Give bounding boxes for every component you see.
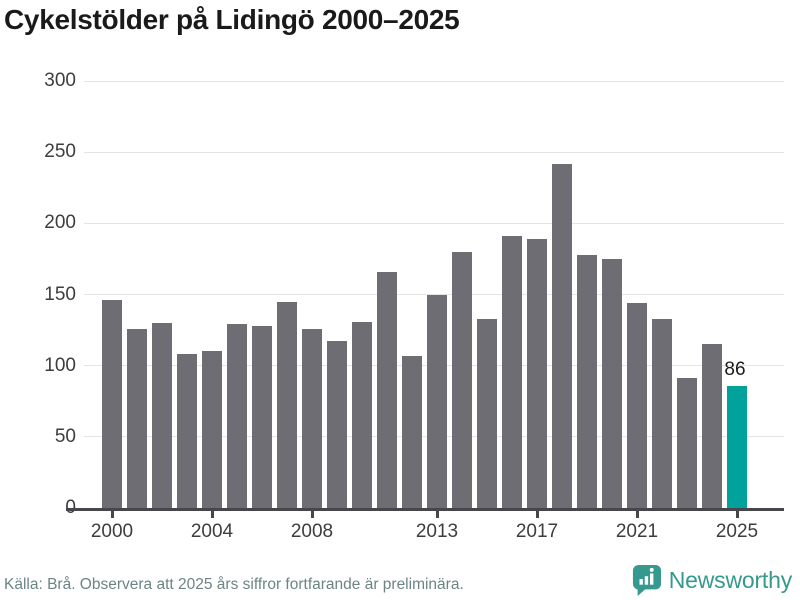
- bar-2007: [277, 301, 297, 508]
- bar-2015: [477, 318, 497, 508]
- bar-2005: [227, 324, 247, 508]
- x-tick-2013: [435, 511, 439, 518]
- bar-2020: [602, 258, 622, 508]
- x-tick-2017: [535, 511, 539, 518]
- bar-2006: [252, 325, 272, 508]
- bar-2024: [702, 344, 722, 508]
- gridline-y-250: [84, 151, 784, 153]
- x-tick-2000: [110, 511, 114, 518]
- bar-2003: [177, 354, 197, 508]
- x-axis-label-2025: 2025: [715, 521, 759, 542]
- chart-title: Cykelstölder på Lidingö 2000–2025: [4, 4, 460, 35]
- y-axis-label-200: 200: [44, 212, 76, 234]
- bar-2023: [677, 378, 697, 508]
- y-axis-label-100: 100: [44, 354, 76, 376]
- bar-chart: 0 50 100 150 200 250 300 2000 2004 2008 2013 2017 20…: [24, 70, 784, 542]
- x-tick-2025: [735, 511, 739, 518]
- bar-2012: [402, 355, 422, 508]
- bar-2021: [627, 303, 647, 508]
- y-axis-label-0: 0: [24, 497, 76, 519]
- newsworthy-logo: Newsworthy: [632, 564, 792, 596]
- bar-2013: [427, 294, 447, 508]
- x-axis-label-2021: 2021: [615, 521, 659, 542]
- bar-2022: [652, 318, 672, 508]
- bar-2010: [352, 321, 372, 508]
- bar-2004: [202, 351, 222, 508]
- x-axis-label-2017: 2017: [515, 521, 559, 542]
- bar-2017: [527, 238, 547, 508]
- y-axis-label-300: 300: [44, 70, 76, 91]
- x-axis-label-2008: 2008: [290, 521, 334, 542]
- x-axis-label-2013: 2013: [415, 521, 459, 542]
- gridline-y-200: [84, 222, 784, 224]
- bar-2014: [452, 251, 472, 508]
- bar-2000: [102, 300, 122, 508]
- gridline-y-300: [84, 80, 784, 82]
- bar-2019: [577, 254, 597, 508]
- y-axis-label-150: 150: [44, 283, 76, 305]
- x-tick-2021: [635, 511, 639, 518]
- bar-2008: [302, 328, 322, 508]
- x-tick-2008: [310, 511, 314, 518]
- bar-2018: [552, 163, 572, 508]
- y-axis-label-250: 250: [44, 141, 76, 163]
- source-note: Källa: Brå. Observera att 2025 års siffr…: [4, 576, 464, 593]
- bar-2011: [377, 271, 397, 508]
- x-axis-label-2000: 2000: [90, 521, 134, 542]
- bar-2002: [152, 322, 172, 508]
- bar-value-label: 86: [724, 358, 746, 380]
- bar-2001: [127, 328, 147, 508]
- x-axis-line: [66, 508, 784, 511]
- bar-2025: [727, 385, 747, 508]
- bar-2009: [327, 341, 347, 508]
- x-tick-2004: [210, 511, 214, 518]
- bar-2016: [502, 236, 522, 508]
- newsworthy-logo-icon: [632, 565, 661, 596]
- y-axis-label-50: 50: [54, 425, 76, 447]
- x-axis-label-2004: 2004: [190, 521, 234, 542]
- newsworthy-logo-text: Newsworthy: [668, 566, 792, 593]
